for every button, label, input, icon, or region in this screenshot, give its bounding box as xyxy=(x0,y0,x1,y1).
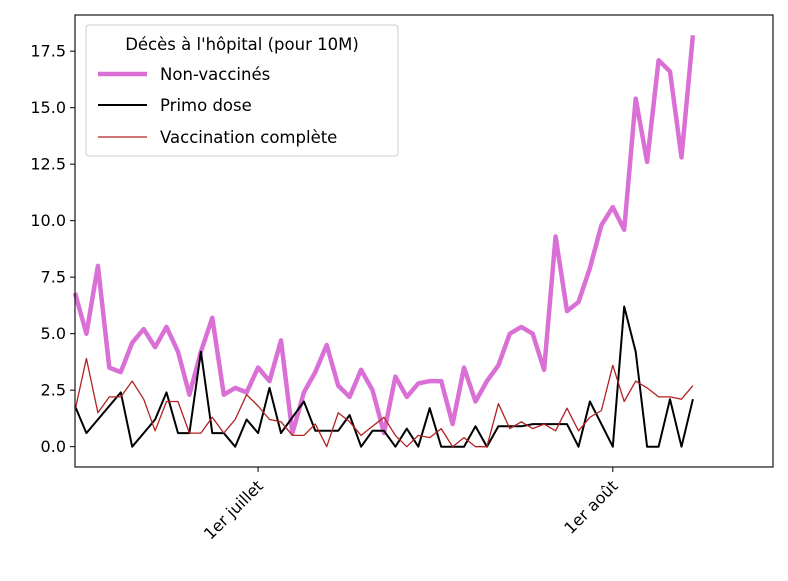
x-tick-label: 1er juillet xyxy=(200,476,267,543)
y-tick-label: 7.5 xyxy=(41,268,66,287)
x-axis: 1er juillet 1er août xyxy=(200,467,622,543)
series-line-vaccination-complete xyxy=(74,357,694,448)
y-tick-label: 12.5 xyxy=(30,155,66,174)
legend-label-primo-dose: Primo dose xyxy=(160,96,252,115)
plot-frame xyxy=(74,14,774,468)
x-tick-label: 1er août xyxy=(560,476,621,537)
legend: Décès à l'hôpital (pour 10M) Non-vacciné… xyxy=(85,24,399,157)
y-tick-label: 5.0 xyxy=(41,324,66,343)
y-tick-label: 17.5 xyxy=(30,42,66,61)
series-line-non-vaccines xyxy=(72,35,696,436)
legend-label-non-vaccines: Non-vaccinés xyxy=(160,65,270,84)
y-tick-label: 0.0 xyxy=(41,437,66,456)
legend-box xyxy=(85,24,399,157)
series-line-primo-dose xyxy=(74,305,694,448)
y-tick-label: 15.0 xyxy=(30,98,66,117)
y-axis: 0.0 2.5 5.0 7.5 10.0 12.5 15.0 17.5 xyxy=(30,42,75,456)
y-tick-label: 2.5 xyxy=(41,381,66,400)
series-layer xyxy=(72,35,696,448)
legend-label-vaccination-complete: Vaccination complète xyxy=(160,128,337,147)
legend-title: Décès à l'hôpital (pour 10M) xyxy=(125,35,359,54)
y-tick-label: 10.0 xyxy=(30,211,66,230)
